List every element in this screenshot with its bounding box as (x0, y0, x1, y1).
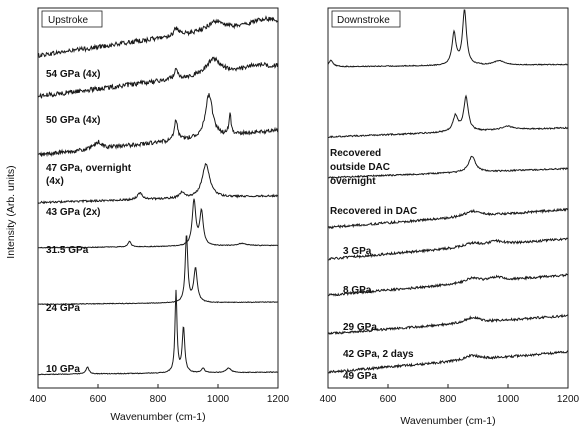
series-line (37, 198, 279, 249)
series-label-line: (4x) (46, 176, 64, 187)
panel-title-upstroke: Upstroke (48, 15, 88, 26)
series-label: Recovered outside DAC overnight (330, 148, 393, 187)
series-line (327, 155, 569, 179)
x-tick-label: 1200 (557, 394, 580, 405)
series-label: 3 GPa (343, 246, 372, 257)
panel-title-box-downstroke (331, 10, 401, 28)
series-line (327, 9, 568, 68)
series-line (37, 162, 279, 205)
y-axis-label: Intensity (Arb. units) (5, 165, 17, 258)
series-label: 29 GPa (343, 322, 377, 333)
x-tick-label: 800 (440, 394, 457, 405)
series-label: Recovered in DAC (330, 206, 417, 217)
x-axis-label-upstroke: Wavenumber (cm-1) (110, 411, 205, 423)
series-line (327, 237, 569, 261)
x-tick-label: 600 (380, 394, 397, 405)
panel-title-box-upstroke (41, 10, 103, 28)
series-label: 47 GPa, overnight (4x) (46, 163, 134, 187)
x-axis-label-downstroke: Wavenumber (cm-1) (400, 415, 495, 427)
series-label: 31.5 GPa (46, 245, 89, 256)
x-ticks-upstroke: 400 600 800 1000 1200 (30, 384, 290, 405)
x-tick-label: 1000 (497, 394, 520, 405)
panel-downstroke: Downstroke 400 600 800 1000 1200 Recovered o… (320, 7, 580, 427)
x-tick-label: 1200 (267, 394, 290, 405)
series-line (328, 94, 569, 139)
series-line (37, 56, 279, 99)
series-label: 42 GPa, 2 days (343, 349, 414, 360)
panel-upstroke: Upstroke 400 600 800 1000 1200 54 GPa (4x) 5… (30, 7, 290, 423)
series-label: 24 GPa (46, 303, 80, 314)
series-label-line: 47 GPa, overnight (46, 163, 132, 174)
x-tick-label: 600 (90, 394, 107, 405)
x-tick-label: 1000 (207, 394, 230, 405)
series-line (327, 350, 569, 374)
series-line (327, 272, 569, 297)
series-line (327, 313, 569, 335)
series-line (37, 93, 279, 158)
series-line (37, 15, 279, 58)
panel-title-downstroke: Downstroke (337, 15, 390, 26)
series-line (327, 207, 569, 230)
x-tick-label: 400 (320, 394, 337, 405)
series-labels-upstroke: 54 GPa (4x) 50 GPa (4x) 47 GPa, overnigh… (46, 69, 134, 375)
series-label: 8 GPa (343, 285, 372, 296)
series-label: 43 GPa (2x) (46, 207, 100, 218)
series-labels-downstroke: Recovered outside DAC overnight Recovere… (330, 148, 417, 382)
series-label-line: Recovered (330, 148, 381, 159)
x-tick-label: 800 (150, 394, 167, 405)
series-line (37, 289, 279, 376)
series-label: 49 GPa (343, 371, 377, 382)
series-label-line: overnight (330, 176, 376, 187)
series-lines-upstroke (37, 15, 279, 376)
series-label: 54 GPa (4x) (46, 69, 100, 80)
series-label-line: outside DAC (330, 162, 390, 173)
x-ticks-downstroke: 400 600 800 1000 1200 (320, 384, 580, 405)
series-label: 10 GPa (46, 364, 80, 375)
series-label: 50 GPa (4x) (46, 115, 100, 126)
x-tick-label: 400 (30, 394, 47, 405)
series-lines-downstroke (327, 9, 569, 374)
series-line (37, 235, 279, 306)
